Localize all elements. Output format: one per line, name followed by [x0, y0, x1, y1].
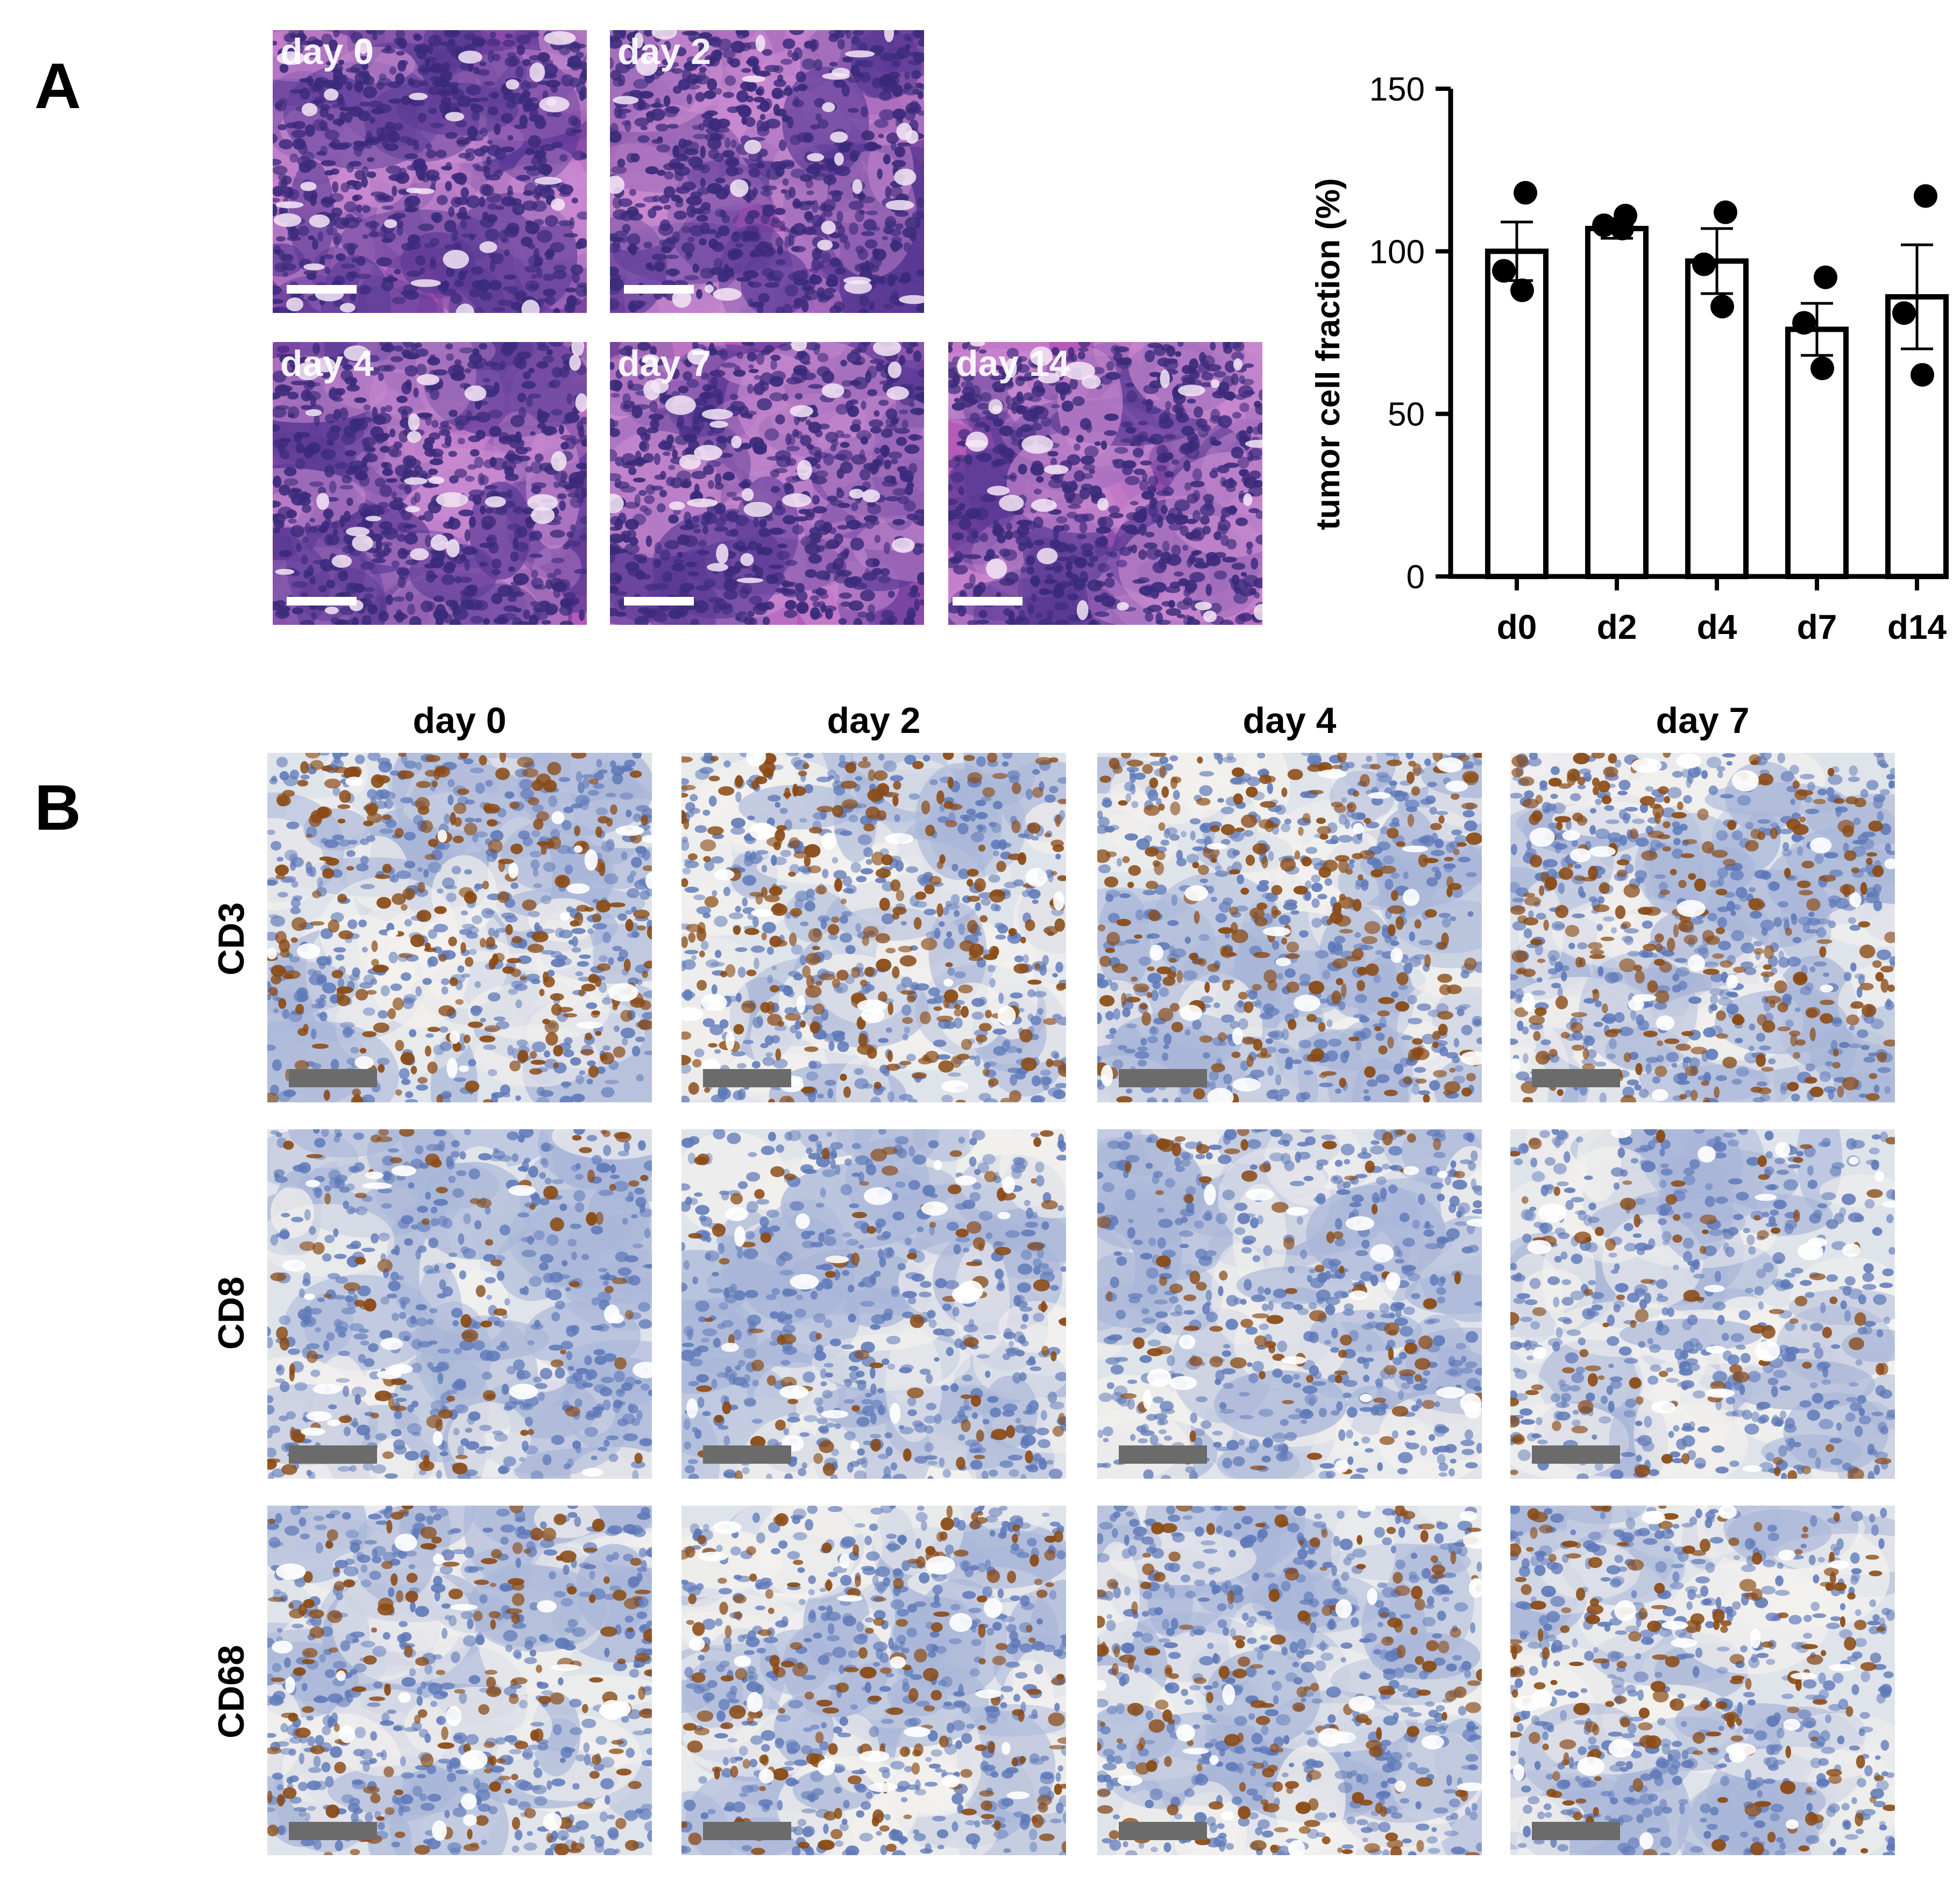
x-tick-label: d7 — [1797, 608, 1837, 646]
ihc-micrograph — [1097, 753, 1482, 1102]
data-point — [1514, 181, 1537, 205]
scale-bar — [289, 1822, 377, 1840]
scale-bar — [1119, 1445, 1207, 1464]
y-axis-title: tumor cell fraction (%) — [1310, 178, 1347, 530]
ihc-micrograph — [681, 1506, 1066, 1855]
tumor-fraction-chart: 0 50 100 150 tumor cell fraction (%) d0 d2 d4 d7… — [1310, 71, 1949, 646]
he-micrograph: day 2 — [610, 30, 924, 313]
data-point — [1610, 217, 1634, 241]
column-header: day 2 — [827, 700, 921, 741]
y-tick-label: 150 — [1369, 71, 1425, 108]
y-tick-label: 100 — [1369, 233, 1425, 270]
data-point — [1911, 363, 1934, 387]
data-point — [1814, 265, 1837, 289]
x-tick-label: d2 — [1597, 608, 1637, 646]
ihc-tissue-texture — [1510, 1129, 1895, 1479]
x-tick-label: d4 — [1697, 608, 1737, 646]
ihc-tissue-texture — [1510, 753, 1895, 1102]
he-micrograph: day 14 — [948, 342, 1262, 625]
scale-bar — [703, 1069, 791, 1087]
ihc-tissue-texture — [681, 753, 1066, 1102]
he-day-label: day 7 — [617, 343, 711, 384]
ihc-micrograph — [267, 1506, 652, 1855]
ihc-micrograph — [681, 753, 1066, 1102]
data-point — [1510, 278, 1534, 302]
ihc-micrograph — [1510, 753, 1895, 1102]
data-point — [1592, 213, 1616, 237]
ihc-micrograph — [1097, 1129, 1482, 1479]
data-point — [1692, 252, 1716, 276]
panel-b-letter: B — [34, 772, 81, 844]
he-tissue-texture — [273, 342, 587, 625]
he-tissue-texture — [610, 30, 924, 313]
ihc-tissue-texture — [1510, 1506, 1895, 1855]
ihc-micrograph — [267, 753, 652, 1102]
column-header: day 4 — [1242, 700, 1337, 741]
data-point — [1892, 301, 1916, 325]
y-tick-label: 50 — [1388, 396, 1425, 433]
scale-bar — [1532, 1069, 1620, 1087]
ihc-micrograph — [1510, 1506, 1895, 1855]
row-header: CD8 — [211, 1276, 252, 1350]
scale-bar — [624, 285, 694, 294]
he-day-label: day 2 — [617, 31, 711, 72]
scale-bar — [287, 285, 357, 294]
he-day-label: day 4 — [280, 343, 374, 384]
he-micrograph: day 7 — [610, 342, 924, 625]
ihc-micrograph — [267, 1129, 652, 1479]
column-header: day 7 — [1656, 700, 1750, 741]
ihc-tissue-texture — [681, 1129, 1066, 1479]
ihc-micrograph — [1097, 1506, 1482, 1855]
ihc-micrograph — [1510, 1129, 1895, 1479]
he-micrograph: day 4 — [273, 342, 587, 625]
data-point — [1792, 311, 1816, 335]
scale-bar — [703, 1822, 791, 1840]
scale-bar — [624, 597, 694, 605]
he-day-label: day 0 — [280, 31, 374, 72]
x-tick-label: d14 — [1887, 608, 1947, 646]
ihc-tissue-texture — [267, 1506, 652, 1855]
ihc-tissue-texture — [681, 1506, 1066, 1855]
scale-bar — [1119, 1822, 1207, 1840]
scale-bar — [1532, 1822, 1620, 1840]
row-header: CD3 — [211, 902, 252, 976]
data-point — [1710, 295, 1734, 319]
ihc-tissue-texture — [1097, 1129, 1482, 1479]
scale-bar — [1119, 1069, 1207, 1087]
scale-bar — [289, 1069, 377, 1087]
column-header: day 0 — [413, 700, 507, 741]
ihc-tissue-texture — [1097, 753, 1482, 1102]
he-tissue-texture — [610, 342, 924, 625]
scale-bar — [1532, 1445, 1620, 1464]
y-tick-label: 0 — [1407, 559, 1425, 596]
scale-bar — [289, 1445, 377, 1464]
row-header: CD68 — [211, 1645, 252, 1738]
panel-a-letter: A — [34, 50, 81, 122]
ihc-tissue-texture — [1097, 1506, 1482, 1855]
scale-bar — [953, 597, 1022, 605]
bar — [1585, 226, 1649, 579]
scale-bar — [287, 597, 357, 605]
ihc-tissue-texture — [267, 1129, 652, 1479]
data-point — [1810, 357, 1834, 381]
data-point — [1914, 184, 1937, 208]
scale-bar — [703, 1445, 791, 1464]
ihc-tissue-texture — [267, 753, 652, 1102]
he-micrograph: day 0 — [273, 30, 587, 313]
he-day-label: day 14 — [956, 343, 1070, 384]
he-tissue-texture — [273, 30, 587, 313]
data-point — [1492, 259, 1516, 283]
data-point — [1714, 200, 1737, 224]
he-tissue-texture — [948, 342, 1262, 625]
x-tick-label: d0 — [1497, 608, 1537, 646]
ihc-micrograph — [681, 1129, 1066, 1479]
